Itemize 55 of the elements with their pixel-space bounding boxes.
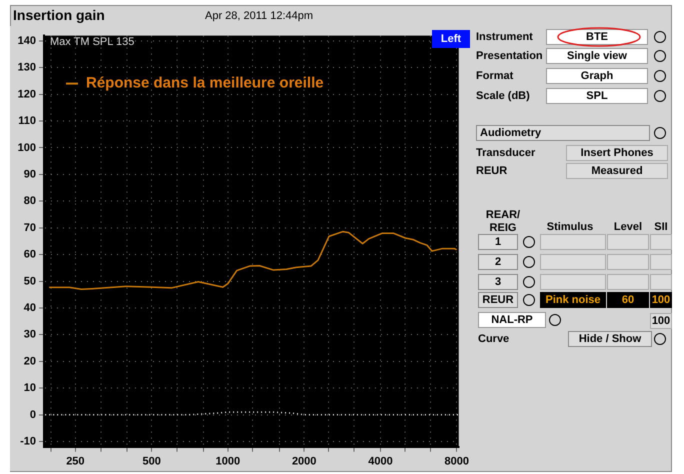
chart-subtitle: Apr 28, 2011 12:44pm (205, 10, 314, 22)
annotation: Left (432, 30, 470, 48)
text: Hide / Show (568, 331, 652, 347)
x-tick-label: 250 (66, 455, 85, 468)
annotation: Max TM SPL 135 (50, 35, 136, 48)
y-tick-label: 40 (24, 302, 36, 314)
text: Level (612, 220, 644, 235)
text: 100 (650, 313, 672, 329)
text: 2 (478, 254, 518, 270)
text: BTE (546, 29, 648, 45)
y-tick-label: 50 (24, 275, 36, 288)
text: SPL (546, 88, 648, 104)
legend-label: Réponse dans la meilleure oreille (86, 74, 324, 92)
text: SII (653, 220, 669, 235)
text: Presentation (476, 49, 544, 64)
text: Scale (dB) (476, 89, 531, 104)
text: 60 (607, 292, 649, 308)
x-tick-label: 1000 (216, 455, 240, 468)
y-tick-label: 90 (24, 168, 36, 180)
text: REUR (478, 292, 518, 308)
y-tick-label: 80 (24, 195, 36, 208)
text: Stimulus (546, 220, 594, 235)
y-tick-label: 140 (18, 34, 36, 47)
y-tick-label: 100 (18, 142, 36, 154)
chart-title: Insertion gain (13, 7, 105, 23)
text: Instrument (476, 30, 534, 45)
text: Curve (478, 332, 510, 347)
text: 100 (650, 292, 672, 308)
text: 3 (478, 274, 518, 290)
y-tick-label: 10 (24, 382, 36, 394)
y-tick-label: 130 (18, 62, 36, 74)
y-tick-label: 20 (24, 355, 36, 368)
x-tick-label: 8000 (444, 455, 469, 468)
text: Transducer (476, 146, 536, 161)
y-tick-label: 0 (30, 408, 36, 421)
text: 1 (478, 234, 518, 250)
text: Insert Phones (566, 145, 668, 161)
text: Measured (566, 163, 668, 179)
y-tick-label: 120 (18, 88, 36, 100)
y-tick-label: 70 (24, 222, 36, 234)
y-tick-label: 30 (24, 328, 36, 341)
text: REAR/ REIG (484, 208, 522, 236)
y-tick-label: -10 (20, 435, 36, 448)
text: Pink noise (540, 292, 606, 308)
text: Format (476, 69, 514, 84)
x-tick-label: 2000 (292, 455, 316, 468)
text: Single view (546, 48, 648, 64)
text: Audiometry (476, 125, 650, 141)
text: Graph (546, 68, 648, 84)
y-tick-label: 110 (18, 115, 36, 128)
y-tick-label: 60 (24, 248, 36, 261)
x-tick-label: 4000 (368, 455, 393, 468)
text: NAL-RP (478, 312, 546, 328)
text: REUR (476, 164, 508, 179)
x-tick-label: 500 (142, 455, 161, 468)
